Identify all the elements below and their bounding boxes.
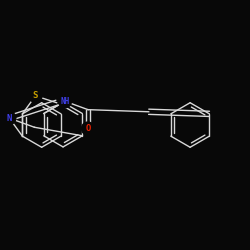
Circle shape — [58, 95, 71, 108]
Text: S: S — [33, 91, 38, 100]
Text: NH: NH — [60, 97, 70, 106]
Text: N: N — [6, 114, 12, 122]
Circle shape — [29, 89, 42, 102]
Circle shape — [3, 112, 16, 125]
Text: O: O — [85, 124, 91, 133]
Circle shape — [82, 122, 94, 135]
